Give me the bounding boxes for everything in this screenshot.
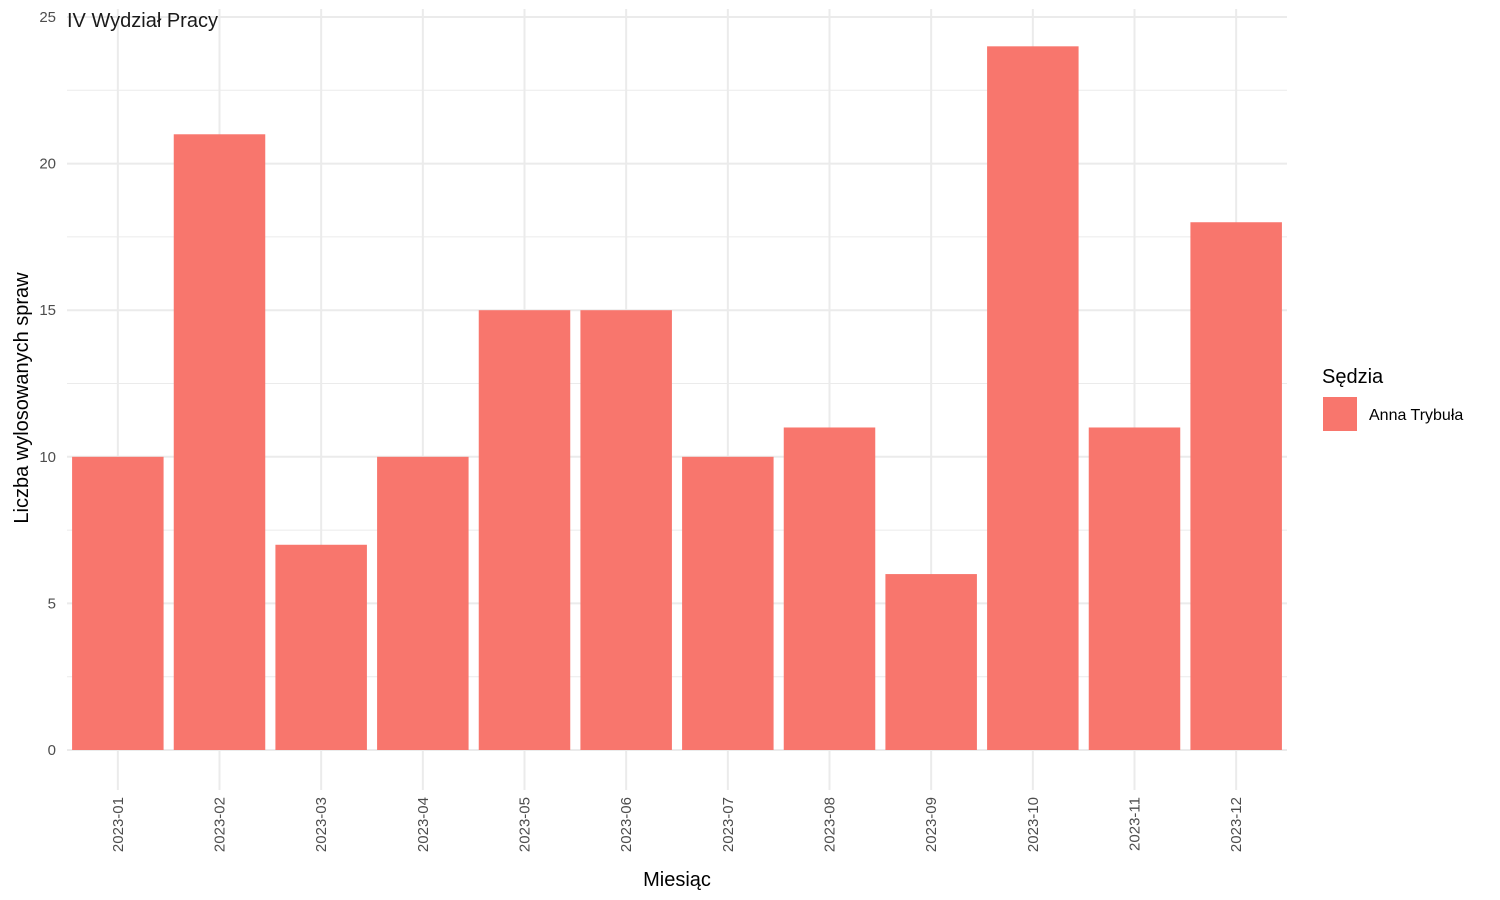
x-tick-label: 2023-07 xyxy=(720,797,737,852)
facet-title: IV Wydział Pracy xyxy=(67,10,218,32)
x-tick-label: 2023-05 xyxy=(517,797,534,852)
y-axis-title: Liczba wylosowanych spraw xyxy=(11,272,33,524)
x-tick-label: 2023-12 xyxy=(1228,797,1245,852)
bar-2023-05 xyxy=(478,310,571,750)
bar-2023-03 xyxy=(275,544,367,750)
y-axis-ticks: 0 5 10 15 20 25 xyxy=(39,9,56,759)
x-tick-label: 2023-10 xyxy=(1025,797,1042,852)
x-tick-label: 2023-08 xyxy=(822,797,839,852)
y-tick-label: 10 xyxy=(39,449,56,466)
y-tick-label: 5 xyxy=(48,595,56,612)
x-tick-label: 2023-01 xyxy=(110,797,127,852)
x-tick-label: 2023-11 xyxy=(1127,797,1144,851)
bar-2023-01 xyxy=(72,456,164,750)
x-tick-label: 2023-03 xyxy=(313,797,330,852)
bar-2023-11 xyxy=(1088,427,1181,750)
bar-2023-04 xyxy=(377,456,469,750)
legend-title: Sędzia xyxy=(1322,366,1384,388)
x-axis-ticks: 2023-01 2023-02 2023-03 2023-04 2023-05 2023-… xyxy=(110,797,1245,852)
legend: Sędzia Anna Trybuła xyxy=(1322,366,1463,431)
bar-2023-02 xyxy=(173,134,266,750)
y-tick-label: 0 xyxy=(48,742,56,759)
legend-key xyxy=(1323,397,1357,431)
bar-2023-06 xyxy=(580,310,672,750)
bar-2023-12 xyxy=(1190,222,1282,751)
x-tick-label: 2023-04 xyxy=(415,797,432,852)
bar-2023-10 xyxy=(987,46,1079,750)
y-tick-label: 20 xyxy=(39,156,56,173)
bars xyxy=(72,46,1282,751)
bar-2023-08 xyxy=(783,427,876,750)
x-tick-label: 2023-02 xyxy=(212,797,229,852)
bar-2023-07 xyxy=(682,456,774,750)
legend-label: Anna Trybuła xyxy=(1369,407,1463,424)
x-tick-label: 2023-06 xyxy=(618,797,635,852)
x-axis-title: Miesiąc xyxy=(643,869,711,891)
y-tick-label: 25 xyxy=(39,9,56,26)
y-tick-label: 15 xyxy=(39,302,56,319)
bar-2023-09 xyxy=(885,574,977,750)
x-tick-label: 2023-09 xyxy=(923,797,940,852)
